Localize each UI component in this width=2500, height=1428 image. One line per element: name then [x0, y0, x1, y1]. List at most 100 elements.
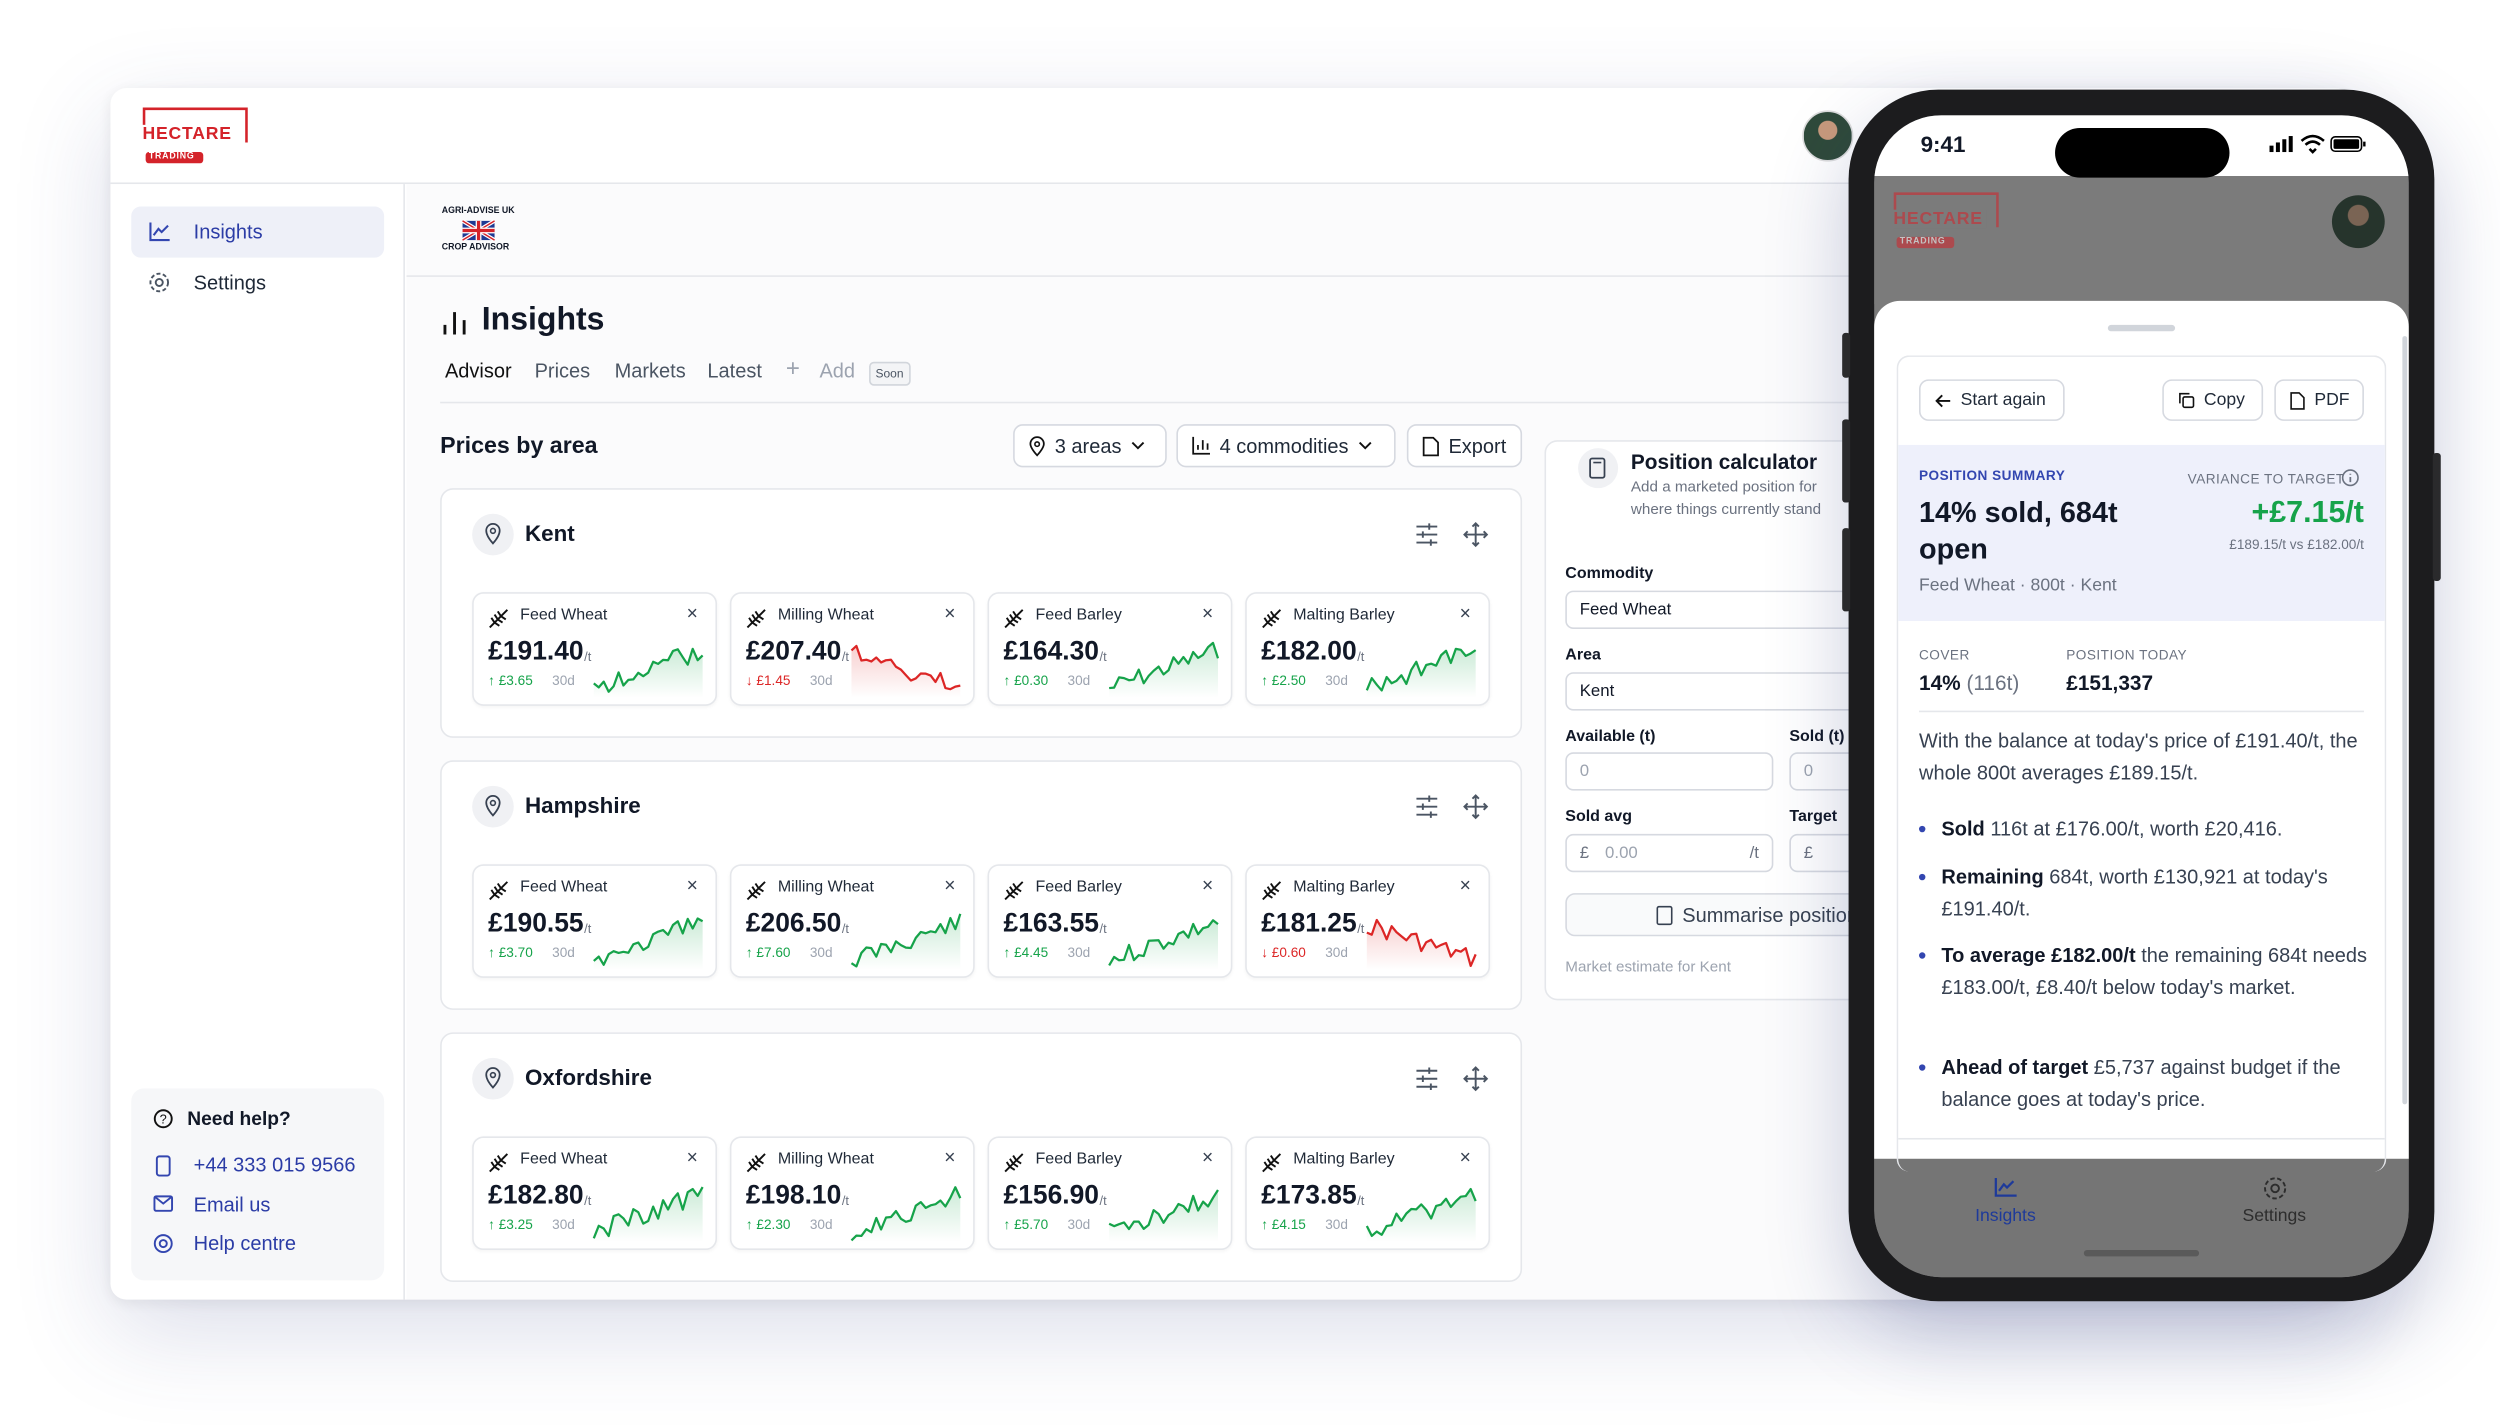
commodity-name: Milling Wheat — [777, 606, 874, 625]
sparkline-line — [1365, 647, 1477, 692]
remove-button[interactable]: × — [686, 873, 698, 897]
sparkline-line — [1108, 919, 1219, 966]
commodity-name: Feed Wheat — [520, 878, 608, 897]
help-link[interactable]: Help centre — [193, 1232, 296, 1255]
price-unit: /t — [584, 649, 592, 665]
price-change: ↑ £3.25 — [488, 1216, 533, 1233]
tab[interactable]: Markets — [614, 360, 686, 383]
help-link[interactable]: Email us — [193, 1193, 271, 1217]
filter-commodities[interactable]: 4 commodities — [1176, 424, 1396, 468]
summary-paragraph: With the balance at today's price of £19… — [1918, 729, 2358, 785]
commodity-name: Milling Wheat — [777, 878, 874, 897]
field-value: Kent — [1579, 681, 1615, 702]
remove-button[interactable]: × — [1459, 601, 1471, 625]
remove-button[interactable]: × — [1201, 873, 1214, 897]
calc-icon-bg — [1578, 448, 1619, 489]
divider — [1898, 1137, 2385, 1140]
remove-button[interactable]: × — [1201, 1145, 1214, 1169]
change-period: 30d — [809, 1216, 833, 1233]
home-indicator — [2083, 1249, 2200, 1257]
today-value: £151,337 — [2066, 670, 2154, 695]
help-link[interactable]: +44 333 015 9566 — [193, 1153, 356, 1177]
advisor-line1: AGRI-ADVISE UK — [441, 206, 515, 217]
field-label: Available (t) — [1565, 728, 1656, 746]
remove-button[interactable]: × — [1459, 873, 1471, 897]
button-label: Start again — [1960, 390, 2046, 410]
field-label: Sold avg — [1565, 808, 1633, 826]
remove-button[interactable]: × — [944, 601, 956, 625]
tab[interactable]: Latest — [707, 360, 762, 383]
bullet-lead: Remaining — [1941, 865, 2044, 889]
chart-icon — [1192, 436, 1210, 455]
price: £190.55 — [488, 909, 584, 938]
sparkline — [593, 917, 704, 970]
nav-item[interactable]: Settings — [193, 272, 266, 295]
remove-button[interactable]: × — [1459, 1145, 1471, 1169]
pin-dot — [489, 799, 497, 807]
price-change: ↑ £0.30 — [1003, 672, 1049, 689]
pin-badge — [472, 513, 514, 556]
remove-button[interactable]: × — [686, 1145, 698, 1169]
commodity-select[interactable]: Feed Wheat — [1565, 590, 1886, 629]
sparkline — [1108, 1189, 1219, 1242]
price-unit: /t — [841, 649, 849, 665]
app-header-dim — [1874, 176, 2409, 305]
grain-icon — [489, 1153, 509, 1173]
sparkline-area — [593, 1187, 703, 1242]
sparkline-line — [1365, 1187, 1477, 1238]
phone-icon — [155, 1155, 171, 1177]
filter-label: 3 areas — [1054, 434, 1122, 457]
price: £181.25 — [1261, 909, 1357, 938]
area-name: Hampshire — [524, 792, 641, 818]
svg-text:?: ? — [160, 1112, 167, 1127]
remove-button[interactable]: × — [1201, 601, 1214, 625]
price-change: ↑ £4.45 — [1003, 944, 1049, 961]
sparkline — [850, 913, 962, 970]
change-period: 30d — [1325, 944, 1348, 961]
avatar[interactable] — [1802, 110, 1854, 162]
tab-item[interactable]: Insights — [1975, 1206, 2036, 1226]
bullet-item: Ahead of target £5,737 against budget if… — [1941, 1052, 2373, 1116]
sparkline — [850, 644, 961, 698]
grain-icon — [489, 609, 509, 629]
remove-button[interactable]: × — [944, 1145, 956, 1169]
remove-button[interactable]: × — [686, 601, 698, 625]
price: £156.90 — [1003, 1181, 1099, 1210]
filter-areas[interactable]: 3 areas — [1013, 424, 1167, 468]
dynamic-island — [2055, 128, 2230, 178]
tab-item[interactable]: Settings — [2242, 1206, 2307, 1226]
sparkline-line — [592, 1186, 704, 1239]
status-time: 9:41 — [1920, 131, 1966, 157]
price-unit: /t — [841, 1193, 849, 1209]
sparkline-area — [1366, 1189, 1476, 1242]
sparkline — [1365, 647, 1477, 698]
nav-item[interactable]: Insights — [193, 220, 263, 244]
price-change: ↑ £2.50 — [1261, 672, 1306, 689]
remove-button[interactable]: × — [944, 873, 956, 897]
summary-box — [1898, 444, 2385, 621]
file-icon — [2290, 391, 2305, 409]
change-period: 30d — [552, 944, 575, 961]
bullet-item: Sold 116t at £176.00/t, worth £20,416. — [1941, 813, 2373, 845]
pdf-button[interactable]: PDF — [2274, 379, 2364, 421]
sold-avg-input[interactable]: £ 0.00 /t — [1565, 833, 1774, 873]
tab-icon-settings — [2264, 1177, 2287, 1200]
start-again-button[interactable]: Start again — [1918, 379, 2065, 421]
placeholder: 0 — [1803, 761, 1814, 782]
copy-button[interactable]: Copy — [2162, 379, 2264, 421]
tab[interactable]: Advisor — [444, 360, 512, 383]
variance-value: +£7.15/t — [2251, 496, 2364, 530]
price: £163.55 — [1003, 909, 1099, 938]
phone-avatar[interactable] — [2331, 195, 2385, 249]
export-button[interactable]: Export — [1406, 424, 1523, 468]
available-input[interactable]: 0 — [1565, 752, 1774, 791]
grain-shape — [1004, 1153, 1024, 1173]
nav-icon-settings — [149, 272, 170, 293]
sparkline — [850, 1186, 962, 1242]
flag — [461, 219, 496, 242]
area-select[interactable]: Kent — [1565, 672, 1886, 711]
tab-add[interactable]: Add — [819, 360, 856, 383]
sparkline-line — [1108, 1189, 1219, 1231]
placeholder: 0.00 — [1605, 843, 1638, 863]
tab[interactable]: Prices — [534, 360, 591, 383]
